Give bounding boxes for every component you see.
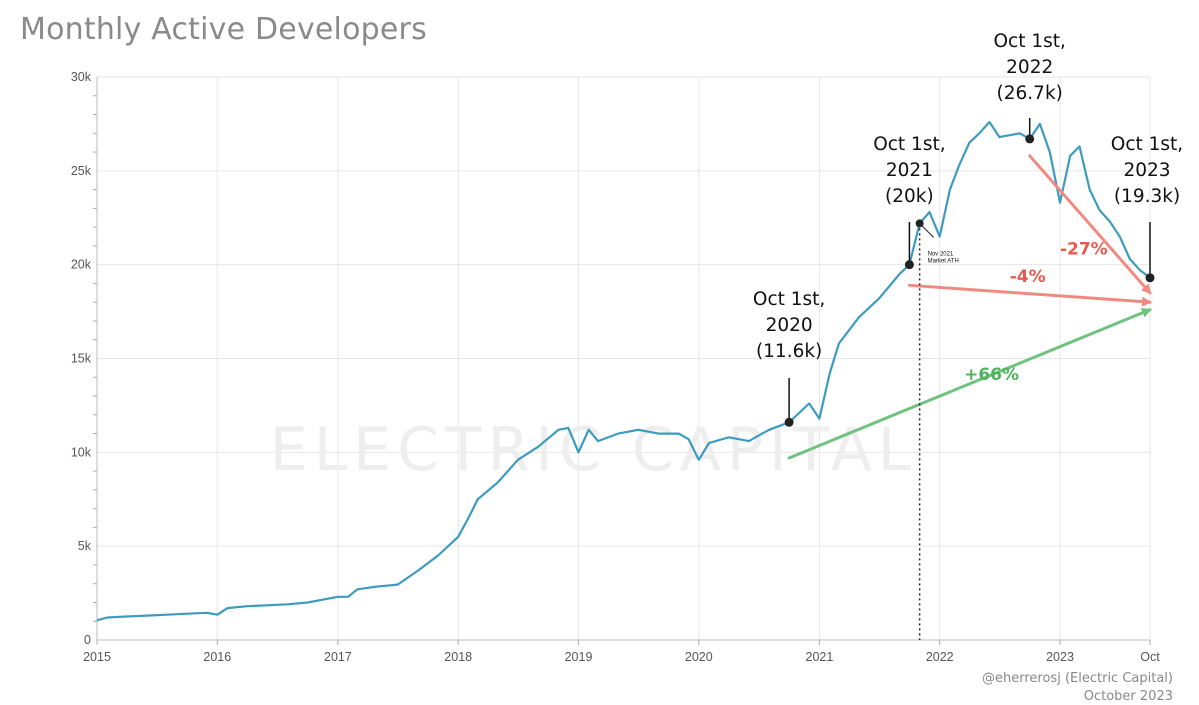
x-tick-label: 2018 <box>444 650 472 664</box>
x-tick-label: 2021 <box>806 650 834 664</box>
annotation-point <box>1025 134 1035 144</box>
annotation-text: Oct 1st, <box>873 134 945 155</box>
annotation-text: (19.3k) <box>1114 186 1180 207</box>
annotation-point <box>1145 273 1155 283</box>
y-tick-label: 15k <box>71 352 92 366</box>
annotation-text: 2021 <box>886 160 933 181</box>
trend-arrow <box>787 308 1152 460</box>
watermark-text: ELECTRIC CAPITAL <box>270 415 917 485</box>
y-tick-label: 30k <box>71 70 92 84</box>
chart-title: Monthly Active Developers <box>20 12 427 47</box>
y-tick-label: 5k <box>78 539 92 553</box>
annotation-text: Oct 1st, <box>753 289 825 310</box>
y-tick-label: 25k <box>71 164 92 178</box>
trend-percent-label: -4% <box>1010 267 1046 287</box>
annotation-text: 2022 <box>1006 57 1053 78</box>
annotation-text: Oct 1st, <box>1111 134 1183 155</box>
x-tick-label: 2017 <box>324 650 352 664</box>
annotation-text: (26.7k) <box>997 83 1063 104</box>
market-ath-label: Nov 2021 <box>928 251 954 257</box>
annotation-text: (20k) <box>885 186 934 207</box>
trend-percent-label: -27% <box>1060 239 1108 259</box>
market-ath-leader-line <box>919 223 934 238</box>
x-tick-label: 2023 <box>1046 650 1074 664</box>
annotation-point <box>784 417 794 427</box>
annotation-text: 2020 <box>766 315 813 336</box>
annotation-text: 2023 <box>1123 160 1170 181</box>
market-ath-label: Market ATH <box>928 258 959 264</box>
x-tick-label: 2019 <box>565 650 593 664</box>
credit-author: @eherrerosj (Electric Capital) <box>982 671 1173 686</box>
trend-percent-label: +66% <box>964 365 1019 385</box>
x-tick-label: Oct <box>1140 650 1160 664</box>
annotation-text: (11.6k) <box>756 341 822 362</box>
credit-date: October 2023 <box>1084 689 1173 704</box>
y-tick-label: 10k <box>71 445 92 459</box>
x-tick-label: 2020 <box>685 650 713 664</box>
annotation-text: Oct 1st, <box>993 31 1065 52</box>
x-tick-label: 2015 <box>83 650 111 664</box>
annotation-point <box>904 260 914 270</box>
x-tick-label: 2022 <box>926 650 954 664</box>
y-tick-label: 20k <box>71 258 92 272</box>
trend-arrow <box>907 283 1152 307</box>
trend-arrow <box>1028 154 1152 295</box>
y-tick-label: 0 <box>84 633 91 647</box>
x-tick-label: 2016 <box>203 650 231 664</box>
